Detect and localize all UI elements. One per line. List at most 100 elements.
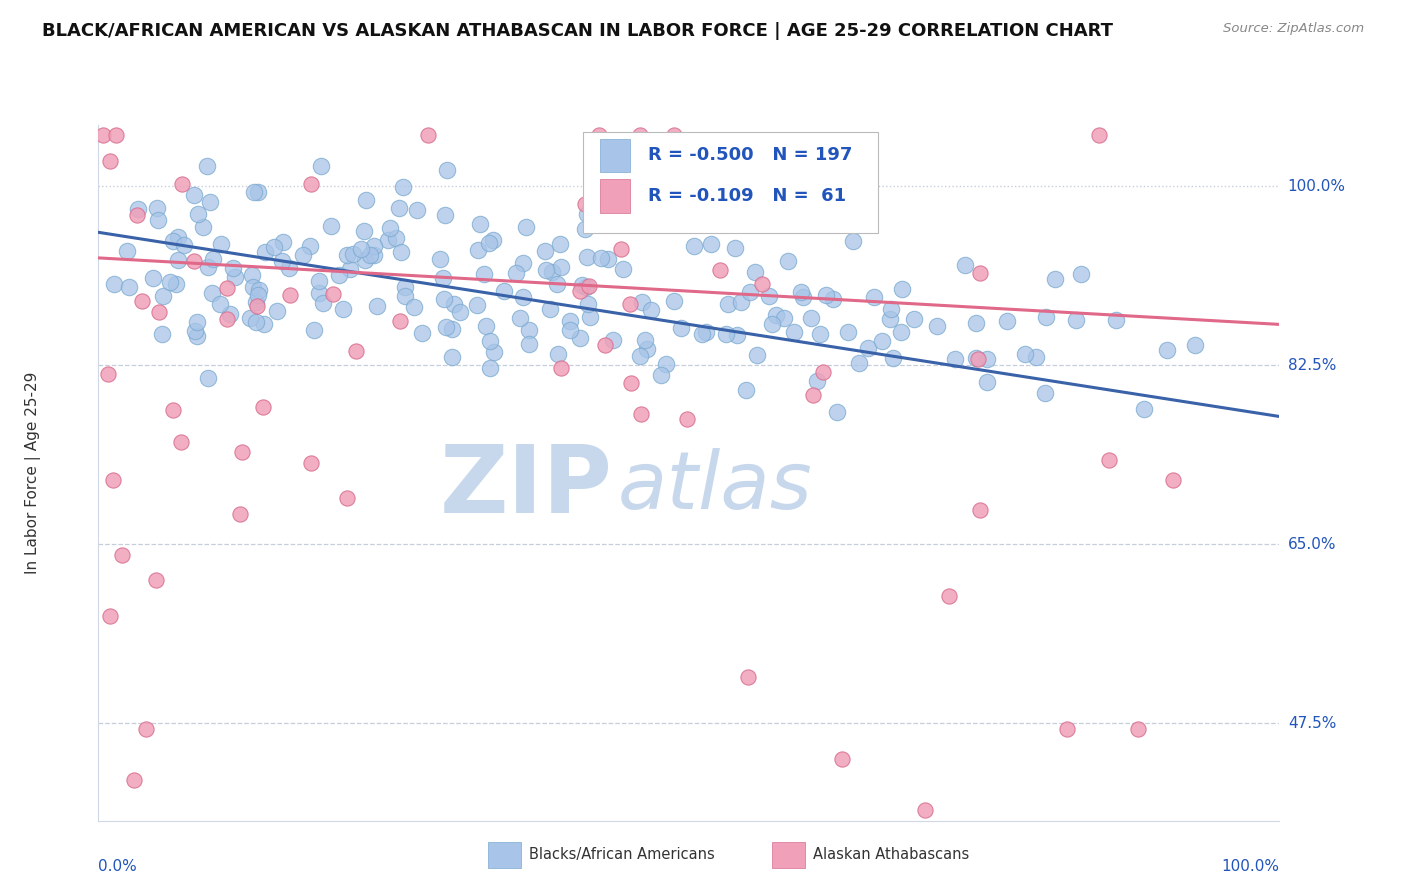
- Point: [191, 219, 214, 234]
- Point: [308, 285, 330, 300]
- Point: [831, 752, 853, 766]
- Point: [98, 609, 121, 624]
- Point: [418, 128, 440, 142]
- Point: [103, 277, 125, 291]
- Point: [165, 277, 187, 292]
- Point: [1156, 343, 1178, 357]
- Point: [162, 402, 184, 417]
- Point: [1161, 473, 1184, 487]
- Point: [628, 128, 651, 142]
- Point: [436, 162, 458, 177]
- Point: [266, 303, 288, 318]
- Point: [965, 351, 987, 366]
- Point: [131, 293, 153, 308]
- Point: [633, 334, 655, 348]
- Point: [433, 293, 456, 307]
- Point: [394, 280, 416, 294]
- Point: [148, 212, 170, 227]
- Point: [745, 348, 768, 362]
- Point: [700, 237, 723, 252]
- Point: [159, 275, 181, 289]
- Point: [197, 260, 219, 275]
- Point: [145, 573, 167, 587]
- Point: [148, 305, 170, 319]
- Point: [800, 310, 823, 325]
- Point: [449, 305, 471, 319]
- Point: [404, 300, 426, 314]
- Point: [515, 220, 537, 235]
- Point: [302, 323, 325, 337]
- Point: [640, 302, 662, 317]
- Point: [467, 243, 489, 257]
- Text: Source: ZipAtlas.com: Source: ZipAtlas.com: [1223, 22, 1364, 36]
- Point: [363, 239, 385, 253]
- Point: [245, 315, 267, 329]
- Point: [127, 202, 149, 216]
- Point: [308, 274, 330, 288]
- Point: [815, 287, 838, 301]
- Point: [1070, 267, 1092, 281]
- Point: [242, 280, 264, 294]
- Point: [97, 367, 120, 381]
- Point: [1014, 347, 1036, 361]
- Point: [253, 317, 276, 331]
- Point: [350, 242, 373, 256]
- Point: [219, 307, 242, 321]
- Point: [346, 344, 368, 359]
- Point: [187, 207, 209, 221]
- Point: [568, 284, 591, 298]
- Point: [208, 297, 231, 311]
- Point: [332, 302, 354, 317]
- Point: [848, 356, 870, 370]
- Point: [247, 284, 270, 298]
- Point: [298, 239, 321, 253]
- Point: [773, 310, 796, 325]
- Point: [724, 241, 747, 255]
- Point: [690, 326, 713, 341]
- Point: [389, 245, 412, 260]
- Point: [215, 280, 238, 294]
- Point: [1056, 722, 1078, 736]
- Point: [842, 234, 865, 248]
- Text: 0.0%: 0.0%: [98, 859, 138, 874]
- Point: [101, 473, 124, 487]
- Point: [167, 252, 190, 267]
- Point: [969, 267, 991, 281]
- Point: [628, 350, 651, 364]
- Point: [863, 290, 886, 304]
- Point: [744, 265, 766, 279]
- Point: [655, 357, 678, 371]
- Point: [740, 285, 762, 300]
- Point: [1105, 313, 1128, 327]
- Point: [299, 456, 322, 470]
- Point: [560, 314, 582, 328]
- FancyBboxPatch shape: [772, 841, 804, 868]
- Point: [100, 153, 122, 168]
- Point: [183, 254, 205, 268]
- Point: [879, 312, 901, 326]
- Point: [186, 315, 208, 329]
- Point: [482, 234, 505, 248]
- Point: [201, 252, 224, 267]
- Point: [198, 195, 221, 210]
- Point: [658, 152, 681, 166]
- Point: [662, 128, 685, 142]
- Point: [517, 337, 540, 351]
- Point: [730, 294, 752, 309]
- Point: [197, 159, 219, 173]
- Point: [955, 258, 977, 272]
- Point: [432, 271, 454, 285]
- Point: [575, 250, 598, 264]
- Point: [388, 201, 411, 215]
- Point: [1025, 351, 1047, 365]
- Point: [541, 265, 564, 279]
- Point: [443, 297, 465, 311]
- Point: [183, 187, 205, 202]
- Point: [252, 400, 274, 414]
- Point: [574, 196, 596, 211]
- Point: [778, 254, 800, 268]
- Point: [245, 295, 267, 310]
- Point: [682, 239, 704, 253]
- Point: [104, 128, 127, 142]
- Text: ZIP: ZIP: [439, 441, 612, 533]
